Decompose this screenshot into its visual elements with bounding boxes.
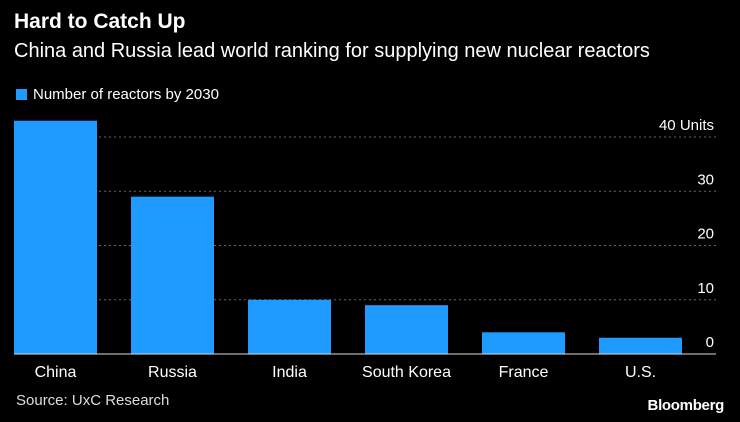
y-tick-label: 40 Units bbox=[659, 117, 714, 134]
bar-u-s- bbox=[599, 337, 682, 354]
legend-label: Number of reactors by 2030 bbox=[33, 86, 219, 103]
y-tick-label: 30 bbox=[697, 171, 714, 188]
bloomberg-logo: Bloomberg bbox=[647, 397, 725, 414]
y-tick-label: 10 bbox=[697, 280, 714, 297]
bar-china bbox=[14, 120, 97, 354]
bar-russia bbox=[131, 196, 214, 354]
x-tick-label: India bbox=[272, 364, 307, 381]
bar-france bbox=[482, 332, 565, 354]
x-tick-label: China bbox=[35, 364, 77, 381]
legend-swatch bbox=[16, 89, 27, 100]
bar-chart: 40 Units 30 20 10 0 China Russia India South Kor… bbox=[14, 117, 716, 381]
y-tick-label: 0 bbox=[706, 334, 714, 351]
legend: Number of reactors by 2030 bbox=[16, 86, 219, 103]
chart-subtitle: China and Russia lead world ranking for … bbox=[14, 40, 650, 62]
bar-india bbox=[248, 299, 331, 354]
y-tick-label: 20 bbox=[697, 226, 714, 243]
chart-title: Hard to Catch Up bbox=[14, 10, 186, 33]
x-tick-label: Russia bbox=[148, 364, 197, 381]
source-note: Source: UxC Research bbox=[16, 392, 170, 409]
x-tick-label: U.S. bbox=[625, 364, 656, 381]
x-tick-label: South Korea bbox=[362, 364, 451, 381]
x-tick-label: France bbox=[499, 364, 549, 381]
bar-south-korea bbox=[365, 305, 448, 354]
